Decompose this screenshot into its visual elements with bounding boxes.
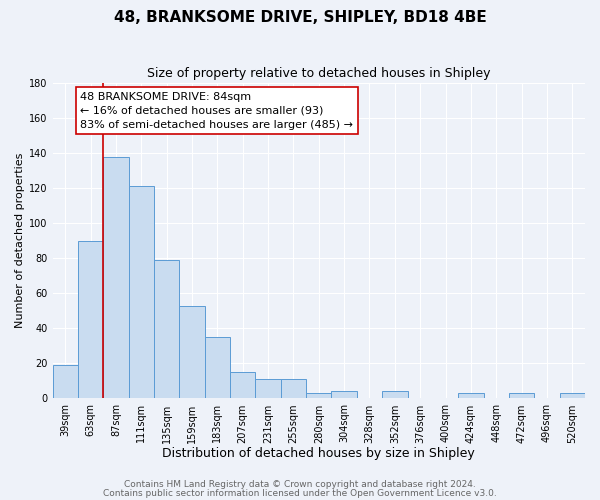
- Bar: [78, 241, 103, 398]
- Bar: [230, 372, 256, 398]
- Bar: [281, 379, 306, 398]
- Bar: [205, 337, 230, 398]
- Y-axis label: Number of detached properties: Number of detached properties: [15, 153, 25, 328]
- Text: 48 BRANKSOME DRIVE: 84sqm
← 16% of detached houses are smaller (93)
83% of semi-: 48 BRANKSOME DRIVE: 84sqm ← 16% of detac…: [80, 92, 353, 130]
- Bar: [509, 393, 534, 398]
- Bar: [382, 392, 407, 398]
- Text: Contains HM Land Registry data © Crown copyright and database right 2024.: Contains HM Land Registry data © Crown c…: [124, 480, 476, 489]
- X-axis label: Distribution of detached houses by size in Shipley: Distribution of detached houses by size …: [163, 447, 475, 460]
- Text: Contains public sector information licensed under the Open Government Licence v3: Contains public sector information licen…: [103, 488, 497, 498]
- Bar: [458, 393, 484, 398]
- Bar: [179, 306, 205, 398]
- Bar: [306, 393, 331, 398]
- Bar: [256, 379, 281, 398]
- Text: 48, BRANKSOME DRIVE, SHIPLEY, BD18 4BE: 48, BRANKSOME DRIVE, SHIPLEY, BD18 4BE: [113, 10, 487, 25]
- Bar: [128, 186, 154, 398]
- Title: Size of property relative to detached houses in Shipley: Size of property relative to detached ho…: [147, 68, 491, 80]
- Bar: [53, 365, 78, 398]
- Bar: [560, 393, 585, 398]
- Bar: [103, 156, 128, 398]
- Bar: [154, 260, 179, 398]
- Bar: [331, 392, 357, 398]
